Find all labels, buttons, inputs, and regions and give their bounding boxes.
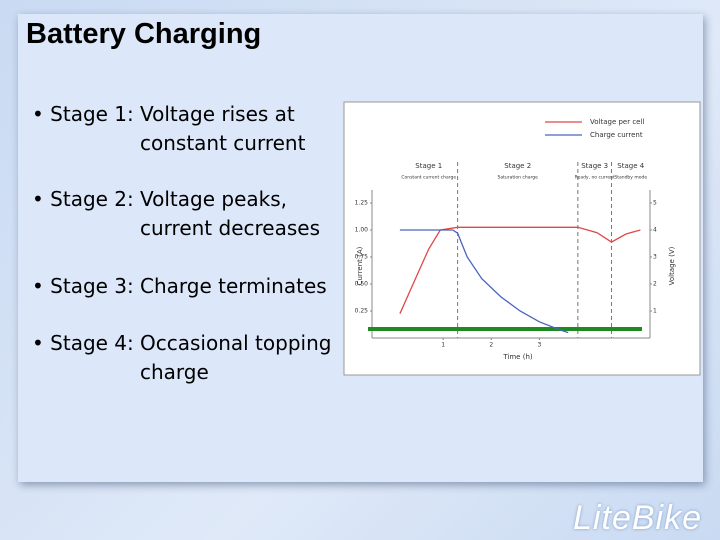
- bullet-text: Voltage rises at: [140, 102, 295, 126]
- stage-note: Saturation charge: [498, 175, 539, 181]
- bullet-label: • Stage 2:: [32, 187, 134, 211]
- bullet-text: Voltage peaks,: [140, 187, 287, 211]
- stage-name: Stage 3: [581, 162, 608, 170]
- legend-label: Voltage per cell: [590, 118, 644, 126]
- bullet-text: charge: [140, 360, 209, 384]
- x-axis-title: Time (h): [502, 353, 533, 361]
- y-tick-label: 0.50: [355, 280, 369, 287]
- y2-tick-label: 3: [653, 253, 657, 260]
- bullet-label: • Stage 4:: [32, 331, 134, 355]
- logo: LiteBike: [573, 499, 702, 537]
- y2-tick-label: 4: [653, 226, 657, 233]
- y2-tick-label: 1: [653, 307, 657, 314]
- stage-note: Standby mode: [614, 175, 647, 181]
- bullet-text: current decreases: [140, 216, 320, 240]
- y-axis-title: Current (A): [356, 246, 364, 285]
- legend-label: Charge current: [590, 131, 643, 139]
- stage-name: Stage 2: [504, 162, 531, 170]
- y2-tick-label: 2: [653, 280, 657, 287]
- bullet-text: Charge terminates: [140, 274, 327, 298]
- bullet-text: constant current: [140, 131, 306, 155]
- bullet-label: • Stage 3:: [32, 274, 134, 298]
- bullet-label: • Stage 1:: [32, 102, 134, 126]
- y2-tick-label: 5: [653, 199, 657, 206]
- series-line: [399, 226, 641, 314]
- y-tick-label: 0.25: [355, 307, 369, 314]
- stage-name: Stage 4: [617, 162, 644, 170]
- y-tick-label: 1.00: [355, 226, 369, 233]
- stage-name: Stage 1: [415, 162, 442, 170]
- stage-note: Constant current charge: [401, 175, 456, 181]
- y-tick-label: 1.25: [355, 199, 369, 206]
- series-line: [399, 229, 569, 334]
- y2-axis-title: Voltage (V): [668, 246, 676, 285]
- x-tick-label: 1: [441, 342, 445, 349]
- stage-note: Ready, no current: [575, 175, 615, 181]
- x-tick-label: 2: [489, 342, 493, 349]
- chart-frame: [343, 101, 701, 376]
- slide-title: Battery Charging: [26, 18, 262, 50]
- y-tick-label: 0.75: [355, 253, 369, 260]
- x-tick-label: 3: [537, 342, 541, 349]
- bullet-text: Occasional topping: [140, 331, 332, 355]
- highlight-bar: [368, 327, 642, 331]
